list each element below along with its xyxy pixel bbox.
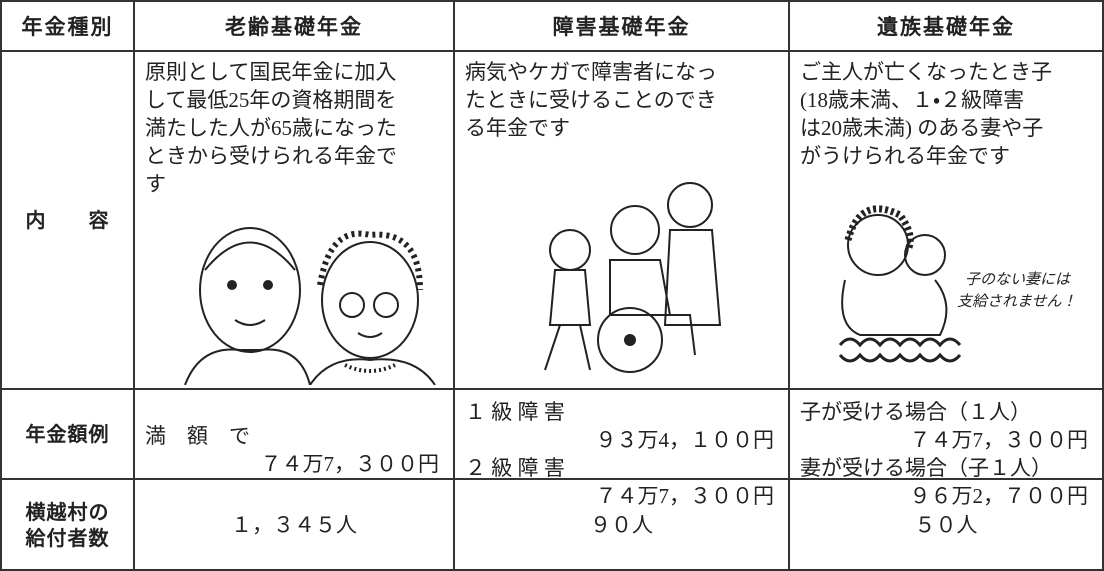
table-cell: 子が受ける場合（１人） ７４万7，３００円妻が受ける場合（子１人） ９６万2，７００… bbox=[790, 390, 1104, 508]
cell-line: す bbox=[145, 172, 166, 196]
cell-line: 満 額 で bbox=[145, 424, 250, 448]
table-cell: ご主人が亡くなったとき子 (18歳未満、１・２級障害 は20歳未満) のある妻や子が… bbox=[790, 52, 1104, 390]
cell-line: ９３万4，１００円 bbox=[595, 428, 775, 452]
cell-line: ７４万7，３００円 bbox=[909, 428, 1089, 452]
row-label: 年金額例 bbox=[0, 390, 135, 480]
cell-line: がうけられる年金です bbox=[800, 144, 1010, 168]
cell-line: (18歳未満、１・２級障害 bbox=[800, 88, 1025, 112]
row-label: 内 容 bbox=[0, 52, 135, 390]
cell-line: １，３４５人 bbox=[231, 512, 357, 537]
cell-line: は20歳未満) のある妻や子 bbox=[800, 116, 1044, 140]
cell-line: ７４万7，３００円 bbox=[595, 484, 775, 508]
cell-line: 原則として国民年金に加入 bbox=[145, 60, 397, 84]
table-cell: １ 級 障 害 ９３万4，１００円 ２ 級 障 害 ７４万7，３００円 bbox=[455, 390, 790, 508]
cell-line: る年金です bbox=[465, 116, 570, 140]
cell-line: 子が受ける場合（１人） bbox=[800, 400, 1031, 424]
cell-line: ときから受けられる年金で bbox=[145, 144, 397, 168]
amount-block: 満 額 で ７４万7，３００円 bbox=[145, 422, 443, 478]
table-cell: ９０人 bbox=[455, 480, 790, 571]
table-cell: 満 額 で ７４万7，３００円 bbox=[135, 390, 455, 480]
table-cell: １，３４５人 bbox=[135, 480, 455, 571]
illustration bbox=[184, 227, 436, 385]
row-label: 横越村の 給付者数 bbox=[0, 480, 135, 571]
cell-line: 満たした人が65歳になった bbox=[145, 116, 397, 140]
amount-block: 子が受ける場合（１人） ７４万7，３００円妻が受ける場合（子１人） ９６万2，７００… bbox=[800, 398, 1092, 510]
cell-line: 内 容 bbox=[25, 208, 110, 232]
amount-block: １ 級 障 害 ９３万4，１００円 ２ 級 障 害 ７４万7，３００円 bbox=[465, 398, 778, 510]
annotation-line: 子のない妻には bbox=[965, 270, 1071, 288]
cell-line: 妻が受ける場合（子１人） bbox=[800, 456, 1052, 480]
cell-line: 年金額例 bbox=[25, 422, 110, 446]
cell-line: 病気やケガで障害者になっ bbox=[465, 60, 717, 84]
cell-line: ２ 級 障 害 bbox=[465, 456, 565, 480]
illustration bbox=[838, 205, 962, 363]
annotation: 子のない妻には 支給されません！ bbox=[957, 268, 1077, 312]
header-cell: 障害基礎年金 bbox=[455, 0, 790, 52]
cell-line: ７４万7，３００円 bbox=[260, 452, 440, 476]
cell-line: ５０人 bbox=[914, 512, 978, 537]
cell-line: して最低25年の資格期間を bbox=[145, 88, 397, 112]
table-cell: ５０人 bbox=[790, 480, 1104, 571]
cell-line: 給付者数 bbox=[25, 525, 110, 550]
table-cell: 原則として国民年金に加入 して最低25年の資格期間を 満たした人が65歳になった とき… bbox=[135, 52, 455, 390]
cell-line: ご主人が亡くなったとき子 bbox=[800, 60, 1052, 84]
cell-line: ９６万2，７００円 bbox=[909, 484, 1089, 508]
annotation-line: 支給されません！ bbox=[957, 292, 1077, 310]
cell-line: たときに受けることのでき bbox=[465, 88, 717, 112]
cell-line: 横越村の bbox=[25, 499, 110, 524]
cell-line: １ 級 障 害 bbox=[465, 400, 565, 424]
table-cell: 病気やケガで障害者になっ たときに受けることのでき る年金です bbox=[455, 52, 790, 390]
header-cell: 遺族基礎年金 bbox=[790, 0, 1104, 52]
cell-line: ９０人 bbox=[590, 512, 653, 537]
illustration bbox=[544, 182, 722, 373]
header-cell: 年金種別 bbox=[0, 0, 135, 52]
header-cell: 老齢基礎年金 bbox=[135, 0, 455, 52]
